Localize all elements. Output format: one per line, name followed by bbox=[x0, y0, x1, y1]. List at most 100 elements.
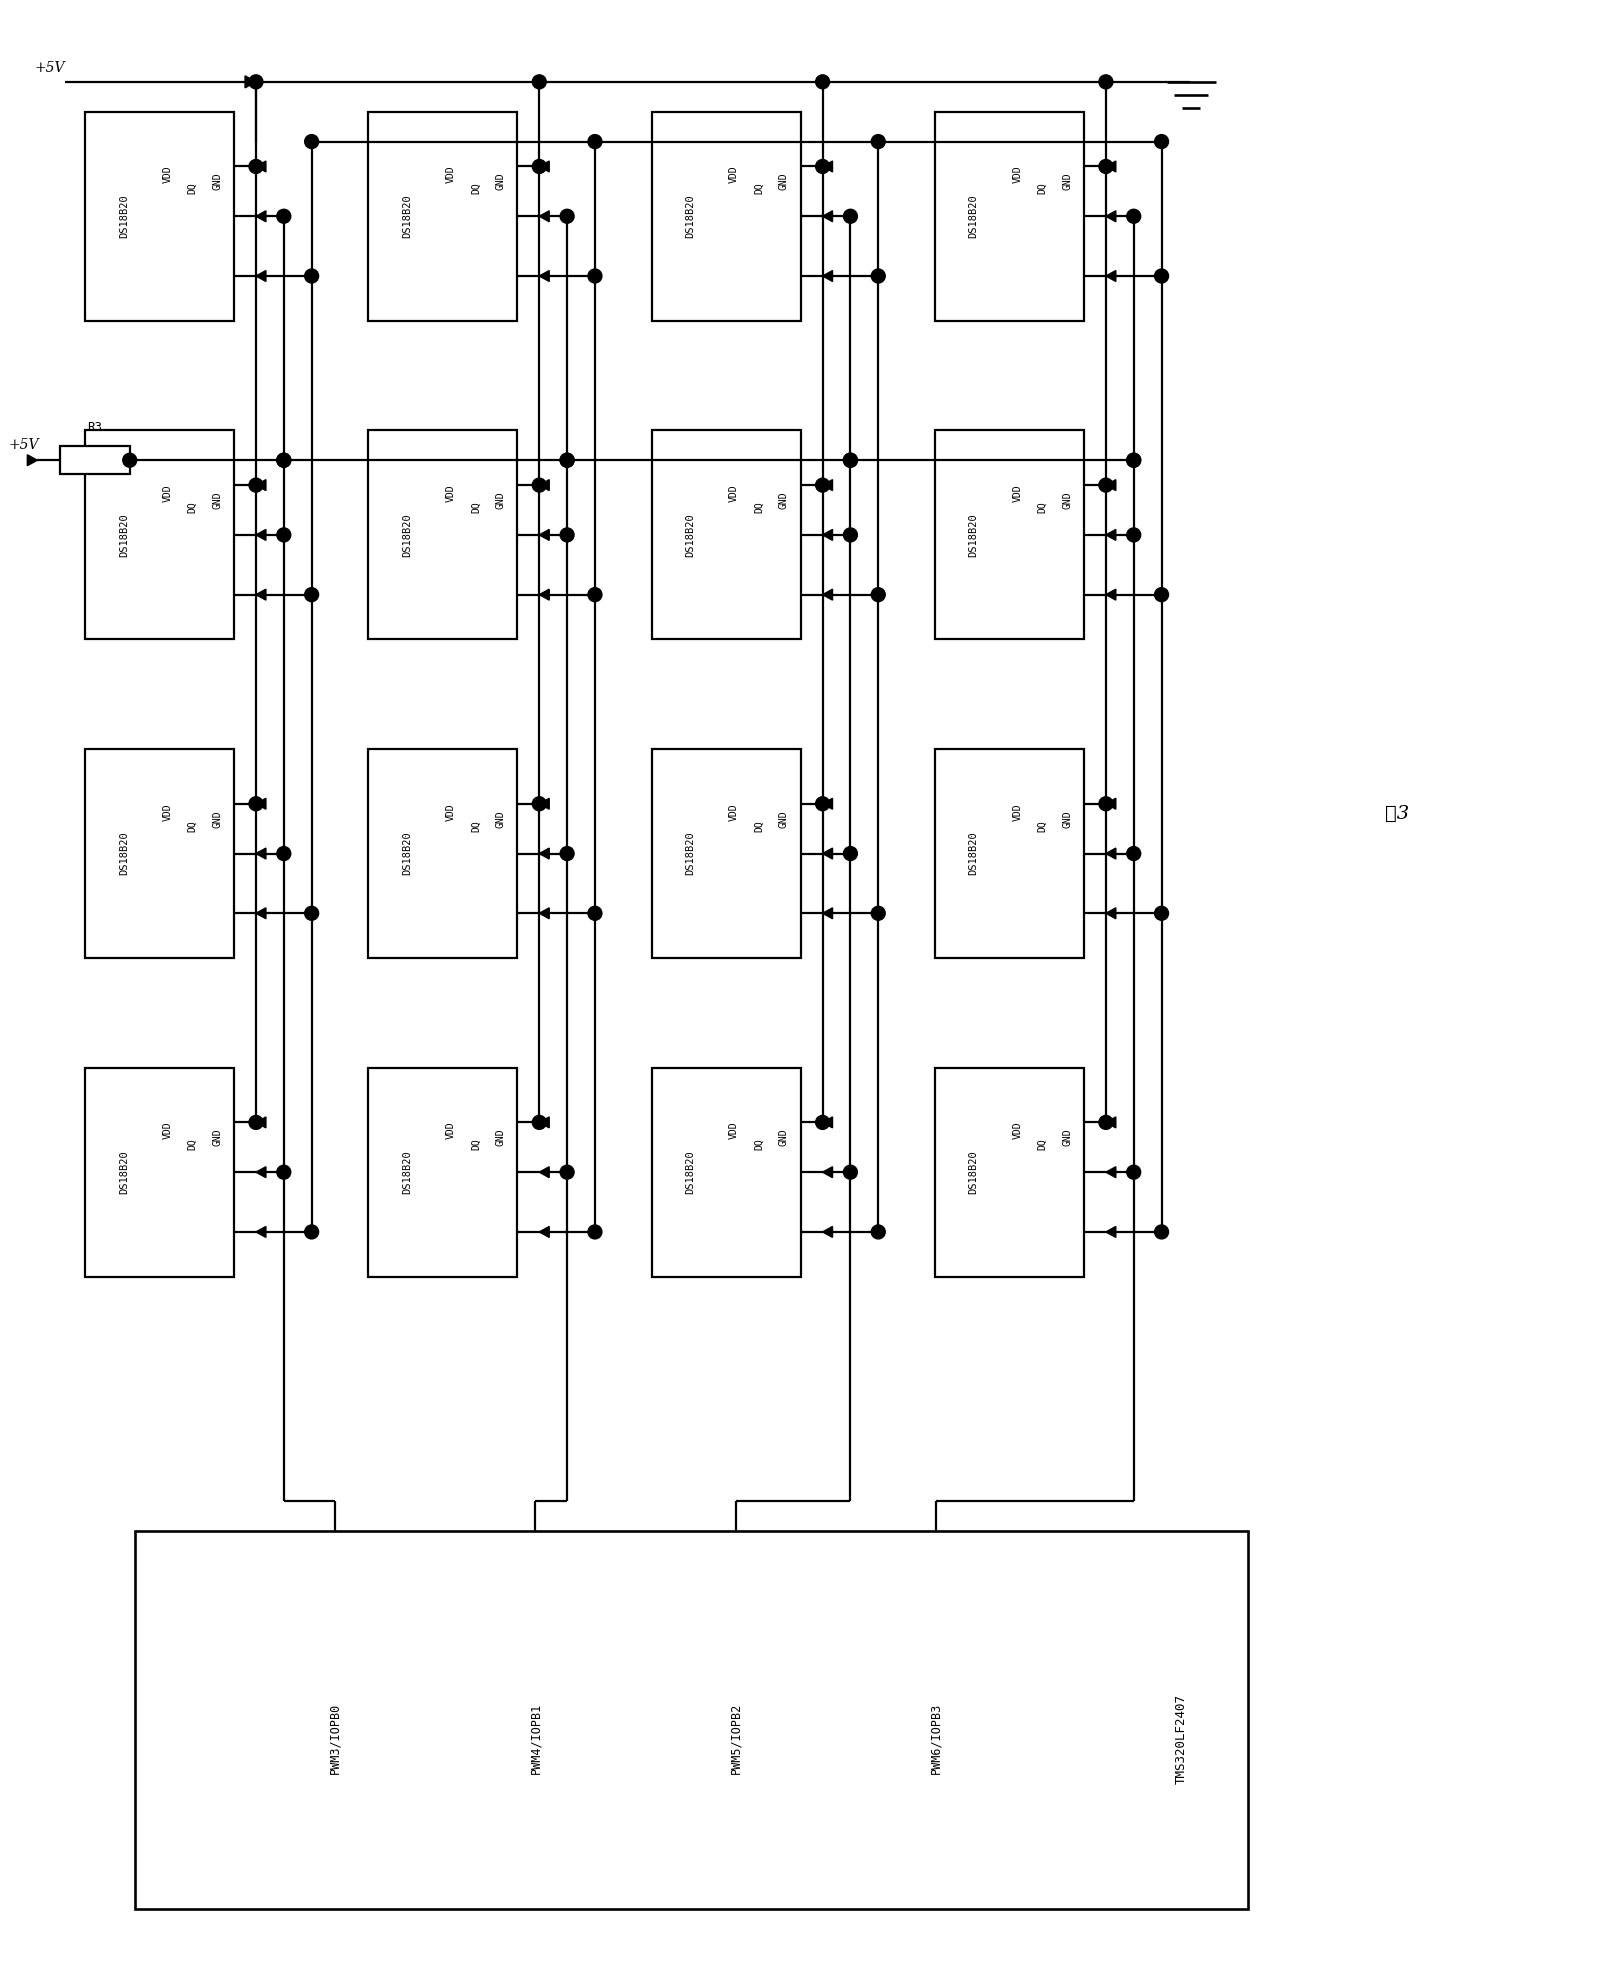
Circle shape bbox=[588, 135, 601, 149]
Circle shape bbox=[532, 797, 546, 811]
Circle shape bbox=[561, 1166, 574, 1180]
Polygon shape bbox=[1106, 271, 1115, 281]
Polygon shape bbox=[822, 589, 833, 601]
Polygon shape bbox=[540, 530, 550, 540]
Circle shape bbox=[1127, 846, 1141, 860]
Polygon shape bbox=[256, 907, 266, 919]
Text: DQ: DQ bbox=[754, 821, 763, 832]
Text: DQ: DQ bbox=[470, 821, 481, 832]
Text: PWM3/IOPB0: PWM3/IOPB0 bbox=[329, 1704, 342, 1775]
Polygon shape bbox=[256, 799, 266, 809]
Text: DQ: DQ bbox=[754, 1139, 763, 1150]
Circle shape bbox=[1127, 1166, 1141, 1180]
Circle shape bbox=[1154, 587, 1169, 601]
Text: DQ: DQ bbox=[1037, 501, 1047, 512]
Bar bbox=[935, 112, 1084, 320]
Circle shape bbox=[815, 797, 830, 811]
Polygon shape bbox=[1106, 1117, 1115, 1129]
Bar bbox=[368, 750, 517, 958]
Circle shape bbox=[588, 1225, 601, 1239]
Text: VDD: VDD bbox=[729, 803, 739, 821]
Text: PWM5/IOPB2: PWM5/IOPB2 bbox=[729, 1704, 742, 1775]
Text: VDD: VDD bbox=[446, 485, 456, 503]
Polygon shape bbox=[540, 1117, 550, 1129]
Bar bbox=[84, 1068, 233, 1276]
Text: VDD: VDD bbox=[446, 1121, 456, 1139]
Polygon shape bbox=[1106, 210, 1115, 222]
Polygon shape bbox=[822, 907, 833, 919]
Polygon shape bbox=[540, 799, 550, 809]
Text: GND: GND bbox=[496, 173, 506, 190]
Circle shape bbox=[1127, 210, 1141, 224]
Text: DS18B20: DS18B20 bbox=[402, 832, 412, 875]
Polygon shape bbox=[822, 799, 833, 809]
Text: DS18B20: DS18B20 bbox=[686, 512, 695, 557]
Text: DS18B20: DS18B20 bbox=[402, 194, 412, 238]
Circle shape bbox=[872, 587, 885, 601]
Text: DQ: DQ bbox=[188, 1139, 198, 1150]
Circle shape bbox=[1099, 1115, 1114, 1129]
Text: DS18B20: DS18B20 bbox=[118, 194, 128, 238]
Bar bbox=[935, 750, 1084, 958]
Circle shape bbox=[305, 1225, 319, 1239]
Circle shape bbox=[1127, 453, 1141, 467]
Circle shape bbox=[1154, 135, 1169, 149]
Bar bbox=[84, 112, 233, 320]
Polygon shape bbox=[256, 161, 266, 173]
Text: 图3: 图3 bbox=[1384, 805, 1409, 822]
Polygon shape bbox=[1106, 530, 1115, 540]
Text: VDD: VDD bbox=[729, 485, 739, 503]
Circle shape bbox=[305, 135, 319, 149]
Text: +5V: +5V bbox=[8, 438, 39, 451]
Circle shape bbox=[843, 210, 858, 224]
Polygon shape bbox=[1106, 1166, 1115, 1178]
Bar bbox=[60, 446, 130, 475]
Polygon shape bbox=[822, 210, 833, 222]
Circle shape bbox=[532, 1115, 546, 1129]
Text: GND: GND bbox=[778, 173, 789, 190]
Bar bbox=[652, 750, 801, 958]
Polygon shape bbox=[256, 848, 266, 860]
Polygon shape bbox=[540, 271, 550, 281]
Text: GND: GND bbox=[496, 811, 506, 828]
Bar bbox=[652, 112, 801, 320]
Text: DQ: DQ bbox=[188, 501, 198, 512]
Text: GND: GND bbox=[212, 811, 222, 828]
Circle shape bbox=[250, 159, 263, 173]
Circle shape bbox=[277, 1166, 290, 1180]
Polygon shape bbox=[540, 1227, 550, 1237]
Text: GND: GND bbox=[1062, 1129, 1071, 1146]
Text: VDD: VDD bbox=[162, 803, 172, 821]
Text: DS18B20: DS18B20 bbox=[969, 194, 979, 238]
Text: DQ: DQ bbox=[188, 183, 198, 194]
Text: VDD: VDD bbox=[446, 803, 456, 821]
Polygon shape bbox=[256, 1117, 266, 1129]
Text: PWM4/IOPB1: PWM4/IOPB1 bbox=[528, 1704, 541, 1775]
Text: DS18B20: DS18B20 bbox=[969, 832, 979, 875]
Text: GND: GND bbox=[212, 491, 222, 508]
Polygon shape bbox=[1106, 589, 1115, 601]
Text: VDD: VDD bbox=[162, 1121, 172, 1139]
Circle shape bbox=[277, 453, 290, 467]
Circle shape bbox=[815, 479, 830, 493]
Polygon shape bbox=[822, 530, 833, 540]
Text: DQ: DQ bbox=[1037, 1139, 1047, 1150]
Polygon shape bbox=[1106, 479, 1115, 491]
Text: DQ: DQ bbox=[1037, 821, 1047, 832]
Circle shape bbox=[561, 210, 574, 224]
Polygon shape bbox=[245, 77, 256, 88]
Text: DQ: DQ bbox=[188, 821, 198, 832]
Polygon shape bbox=[256, 210, 266, 222]
Circle shape bbox=[123, 453, 136, 467]
Circle shape bbox=[843, 528, 858, 542]
Polygon shape bbox=[822, 479, 833, 491]
Text: TMS320LF2407: TMS320LF2407 bbox=[1175, 1694, 1188, 1784]
Bar bbox=[935, 430, 1084, 640]
Text: PWM6/IOPB3: PWM6/IOPB3 bbox=[930, 1704, 943, 1775]
Text: DS18B20: DS18B20 bbox=[118, 512, 128, 557]
Text: VDD: VDD bbox=[729, 165, 739, 183]
Text: DQ: DQ bbox=[754, 501, 763, 512]
Text: DQ: DQ bbox=[754, 183, 763, 194]
Bar bbox=[368, 430, 517, 640]
Polygon shape bbox=[540, 161, 550, 173]
